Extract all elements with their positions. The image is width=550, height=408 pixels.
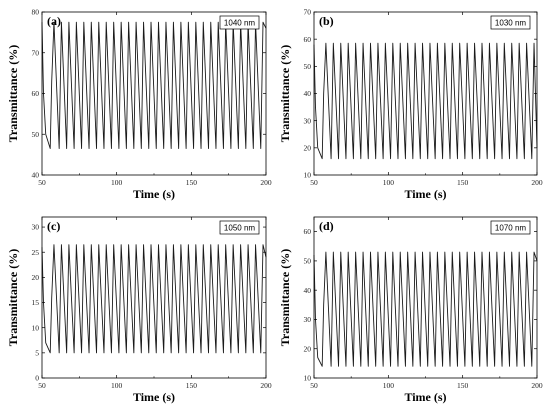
- y-tick-label: 80: [32, 8, 40, 17]
- legend-box: [490, 220, 531, 235]
- y-tick-label: 20: [32, 273, 40, 282]
- y-tick-label: 40: [304, 286, 312, 295]
- panel-label: (c): [47, 219, 60, 233]
- x-axis-title: Time (s): [404, 390, 446, 404]
- panel-label: (a): [47, 14, 61, 28]
- y-tick-label: 15: [32, 298, 40, 307]
- y-tick-label: 50: [304, 62, 312, 71]
- legend-box: [219, 15, 260, 30]
- panel-label: (d): [319, 219, 334, 233]
- panel-label: (b): [319, 14, 334, 28]
- x-tick-label: 150: [186, 178, 198, 187]
- legend-label: 1070 nm: [495, 224, 526, 233]
- y-tick-label: 20: [304, 143, 312, 152]
- y-tick-label: 30: [304, 315, 312, 324]
- y-tick-label: 30: [304, 116, 312, 125]
- y-tick-label: 60: [32, 89, 40, 98]
- y-tick-label: 20: [304, 344, 312, 353]
- y-tick-label: 40: [32, 171, 40, 180]
- x-tick-label: 50: [310, 381, 318, 390]
- x-tick-label: 150: [457, 381, 469, 390]
- x-axis-title: Time (s): [133, 187, 175, 201]
- x-tick-label: 150: [186, 381, 198, 390]
- x-tick-label: 200: [531, 381, 543, 390]
- panel-d: 50 100 150 200 10 20 30 40 50 60 Time (s) Transmitt…: [278, 216, 543, 404]
- y-tick-label: 5: [35, 348, 39, 357]
- y-tick-label: 10: [304, 374, 312, 383]
- y-tick-label: 60: [304, 35, 312, 44]
- legend-box: [490, 15, 531, 30]
- x-tick-label: 200: [260, 381, 272, 390]
- x-tick-label: 100: [383, 381, 395, 390]
- y-tick-label: 60: [304, 227, 312, 236]
- panel-b: 50 100 150 200 10 20 30 40 50 60 70 Time (s) Transmi…: [278, 8, 543, 201]
- y-axis-title: Transmittance (%): [6, 249, 20, 346]
- y-tick-label: 30: [32, 223, 40, 232]
- y-tick-label: 10: [32, 323, 40, 332]
- x-tick-label: 150: [457, 178, 469, 187]
- y-tick-label: 70: [32, 48, 40, 57]
- x-tick-label: 100: [383, 178, 395, 187]
- x-axis-title: Time (s): [133, 390, 175, 404]
- legend-box: [219, 220, 260, 235]
- y-axis-title: Transmittance (%): [278, 249, 292, 346]
- x-tick-label: 50: [310, 178, 318, 187]
- legend-label: 1040 nm: [224, 19, 255, 28]
- x-axis-title: Time (s): [404, 187, 446, 201]
- legend-label: 1050 nm: [224, 224, 255, 233]
- y-tick-label: 70: [304, 8, 312, 17]
- x-tick-label: 200: [260, 178, 272, 187]
- y-tick-label: 50: [304, 257, 312, 266]
- y-tick-label: 0: [35, 374, 39, 383]
- x-tick-label: 50: [38, 381, 46, 390]
- panel-c: 50 100 150 200 0 5 10 15 20 25 30 Time (s) Transmitt…: [6, 216, 272, 404]
- x-tick-label: 100: [111, 178, 123, 187]
- y-tick-label: 40: [304, 89, 312, 98]
- series-line-0: [41, 244, 267, 354]
- legend-label: 1030 nm: [495, 19, 526, 28]
- y-axis-title: Transmittance (%): [6, 45, 20, 142]
- series-line-0: [313, 42, 538, 160]
- y-axis-title: Transmittance (%): [278, 45, 292, 142]
- x-tick-label: 100: [111, 381, 123, 390]
- series-line-0: [41, 21, 267, 149]
- y-tick-label: 25: [32, 248, 40, 257]
- y-tick-label: 10: [304, 171, 312, 180]
- x-tick-label: 200: [531, 178, 543, 187]
- x-tick-label: 50: [38, 178, 46, 187]
- y-tick-label: 50: [32, 130, 40, 139]
- series-line-0: [313, 251, 538, 367]
